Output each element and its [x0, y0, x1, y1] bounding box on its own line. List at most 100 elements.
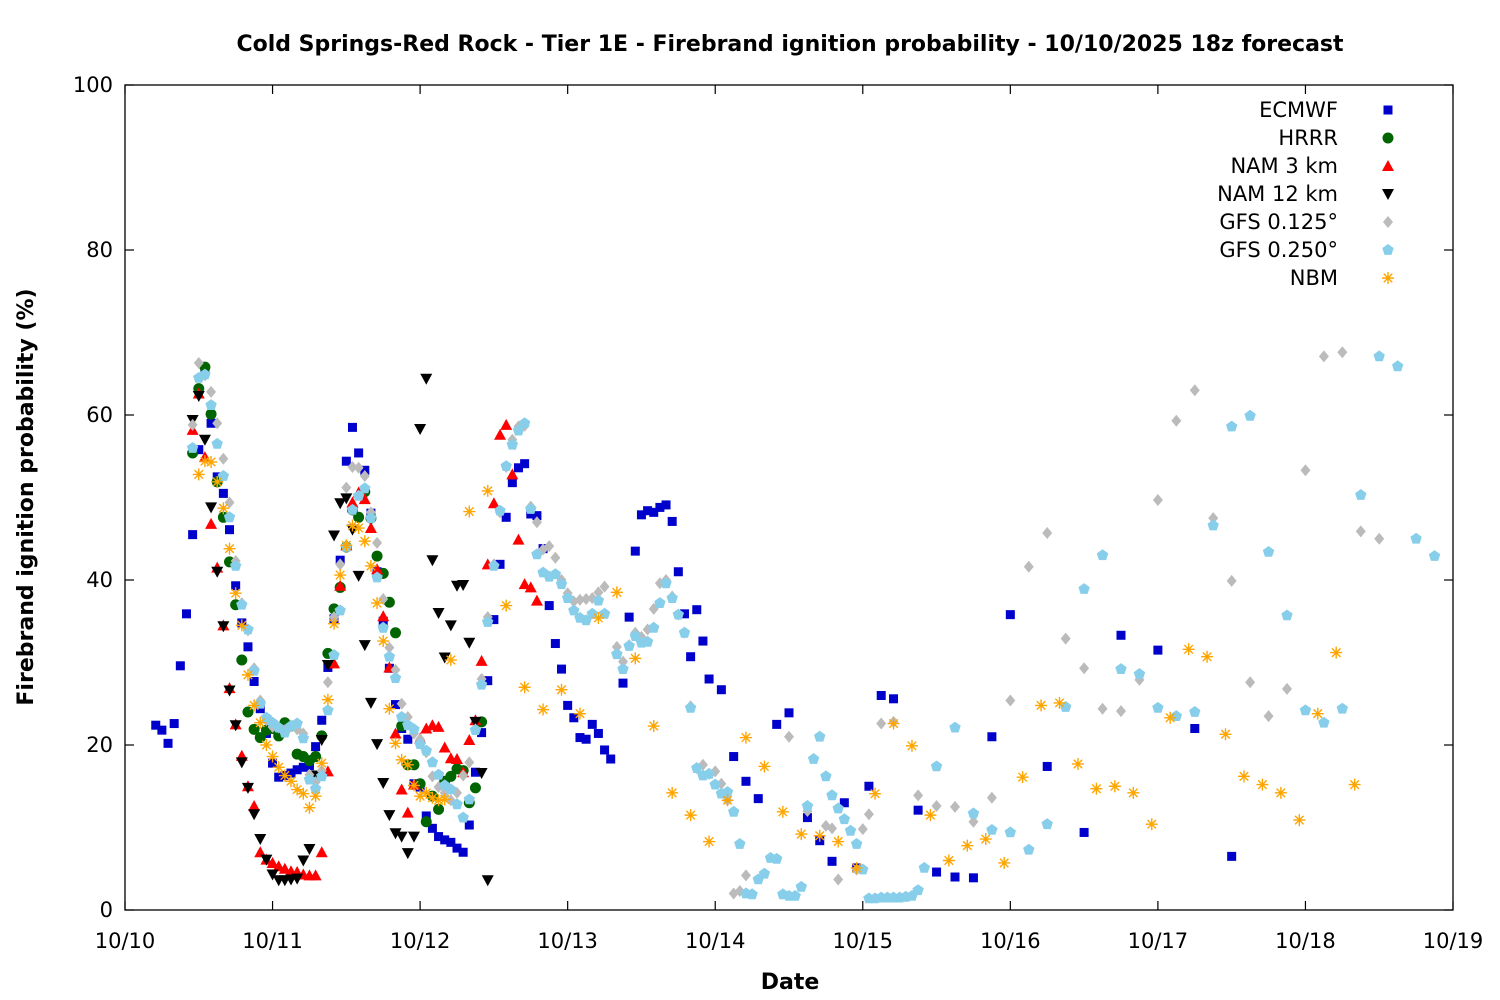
- data-point: [407, 779, 420, 792]
- data-point: [729, 752, 739, 762]
- data-point: [827, 856, 837, 866]
- data-point: [231, 581, 241, 591]
- data-point: [389, 828, 402, 840]
- data-point: [218, 488, 228, 498]
- data-point: [377, 621, 389, 633]
- data-point: [359, 470, 370, 483]
- data-point: [235, 757, 248, 769]
- data-point: [649, 507, 659, 517]
- data-point: [1274, 786, 1287, 799]
- data-point: [758, 760, 771, 773]
- data-point: [1096, 549, 1109, 561]
- data-point: [716, 685, 726, 695]
- data-point: [833, 873, 844, 886]
- data-point: [826, 789, 838, 801]
- legend-marker: [1382, 132, 1394, 144]
- legend-label: NBM: [1290, 266, 1338, 290]
- data-point: [481, 484, 494, 497]
- data-point: [212, 417, 223, 430]
- data-point: [340, 493, 353, 505]
- data-point: [420, 373, 433, 385]
- data-point: [789, 890, 801, 901]
- data-point: [187, 418, 198, 431]
- y-tick-label: 60: [86, 403, 113, 427]
- data-point: [513, 463, 523, 473]
- data-point: [328, 530, 341, 542]
- data-point: [889, 694, 899, 704]
- data-point: [1108, 780, 1121, 793]
- x-tick-label: 10/15: [833, 929, 894, 953]
- data-point: [1348, 778, 1361, 791]
- data-point: [328, 617, 341, 630]
- data-point: [575, 733, 585, 743]
- data-point: [438, 652, 451, 664]
- data-point: [844, 824, 857, 836]
- data-point: [728, 805, 740, 817]
- data-point: [795, 880, 807, 892]
- data-point: [469, 724, 482, 735]
- data-point: [500, 460, 512, 471]
- data-point: [266, 856, 279, 868]
- data-point: [1016, 771, 1029, 784]
- data-point: [1115, 663, 1127, 674]
- chart-title: Cold Springs-Red Rock - Tier 1E - Firebr…: [236, 32, 1344, 57]
- data-point: [464, 820, 474, 830]
- data-point: [223, 511, 236, 523]
- data-point: [814, 730, 826, 742]
- data-point: [771, 852, 783, 864]
- data-point: [912, 884, 924, 896]
- data-point: [623, 640, 635, 651]
- data-point: [876, 691, 886, 700]
- data-point: [426, 555, 439, 567]
- data-point: [475, 678, 488, 690]
- data-point: [401, 848, 414, 860]
- data-point: [1127, 786, 1140, 799]
- data-point: [451, 753, 463, 765]
- data-point: [643, 506, 653, 516]
- y-tick-label: 20: [86, 733, 113, 757]
- data-point: [820, 770, 832, 782]
- data-point: [641, 635, 654, 647]
- data-point: [1262, 546, 1275, 557]
- data-point: [396, 711, 408, 722]
- data-point: [438, 793, 451, 806]
- data-point: [1023, 560, 1034, 573]
- data-point: [1299, 704, 1312, 716]
- data-point: [739, 731, 752, 744]
- data-point: [427, 823, 437, 833]
- data-point: [1035, 699, 1048, 712]
- data-point: [525, 503, 537, 514]
- data-point: [913, 805, 923, 815]
- data-point: [1153, 645, 1163, 655]
- data-point: [574, 593, 585, 606]
- data-point: [1152, 701, 1164, 713]
- data-point: [1336, 702, 1348, 714]
- legend-marker: [1382, 160, 1394, 171]
- data-point: [494, 428, 507, 440]
- data-point: [506, 468, 519, 480]
- data-point: [291, 783, 304, 796]
- data-point: [802, 813, 812, 823]
- data-point: [1042, 526, 1053, 539]
- data-point: [593, 728, 603, 738]
- data-point: [364, 522, 377, 534]
- data-point: [242, 623, 254, 635]
- data-point: [475, 654, 488, 666]
- data-point: [432, 720, 445, 732]
- data-point: [1219, 728, 1232, 741]
- data-point: [1097, 702, 1108, 715]
- data-point: [573, 707, 586, 720]
- data-point: [371, 739, 384, 751]
- data-point: [1133, 668, 1146, 679]
- data-point: [647, 720, 660, 733]
- data-point: [315, 735, 328, 747]
- data-point: [1071, 757, 1084, 770]
- y-tick-label: 80: [86, 238, 113, 262]
- data-point: [248, 800, 261, 812]
- data-point: [236, 654, 248, 666]
- series-6: [192, 455, 1361, 874]
- data-point: [550, 551, 561, 564]
- data-point: [1023, 843, 1035, 855]
- data-point: [426, 756, 439, 768]
- data-point: [401, 758, 414, 771]
